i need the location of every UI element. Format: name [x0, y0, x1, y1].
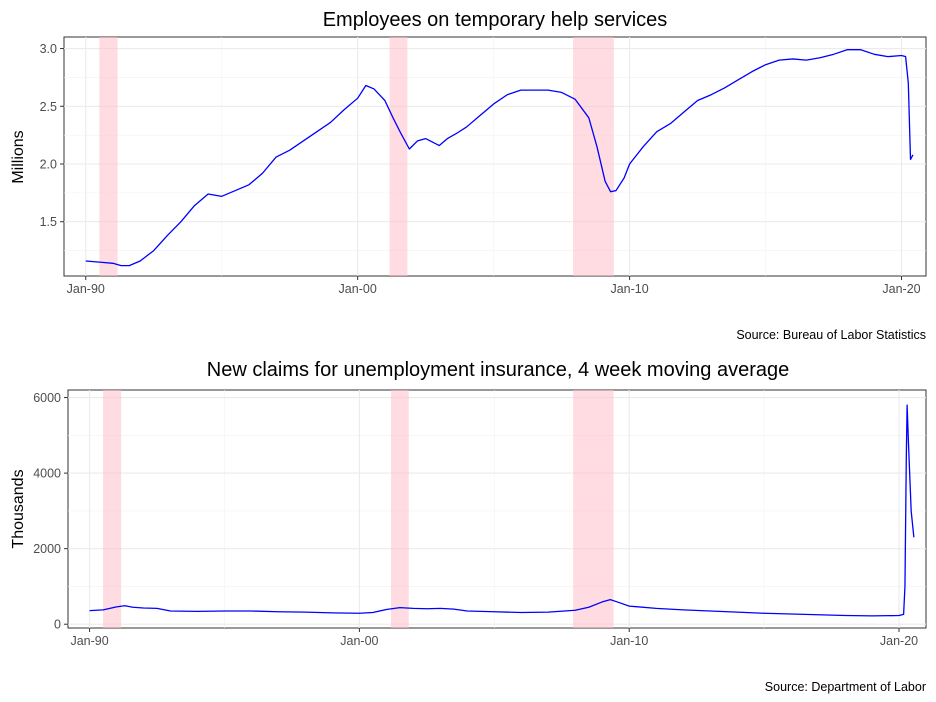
recession-band [390, 390, 409, 628]
y-tick-label: 0 [54, 618, 61, 632]
series-line [89, 404, 915, 617]
x-tick-label: Jan-90 [70, 634, 108, 648]
y-tick-label: 1.5 [40, 215, 57, 229]
recession-band [573, 390, 614, 628]
y-tick-label: 2.0 [40, 158, 57, 172]
claims-source: Source: Department of Labor [765, 680, 926, 694]
claims-title: New claims for unemployment insurance, 4… [207, 359, 790, 381]
x-tick-label: Jan-00 [339, 282, 377, 296]
claims-y-ticks: 0 2000 4000 6000 [33, 391, 68, 632]
x-tick-label: Jan-20 [882, 282, 920, 296]
claims-y-label: Thousands [10, 469, 27, 548]
recession-band [573, 37, 614, 276]
claims-grid [68, 390, 926, 628]
claims-panel [67, 389, 927, 629]
y-tick-label: 6000 [33, 391, 61, 405]
claims-chart: 0 2000 4000 6000 Jan-90 Jan-00 Jan-10 Jan-20 N… [10, 359, 927, 694]
claims-recessions [103, 390, 614, 628]
x-tick-label: Jan-10 [610, 282, 648, 296]
x-tick-label: Jan-90 [67, 282, 105, 296]
temp-help-title: Employees on temporary help services [323, 9, 668, 31]
y-tick-label: 2.5 [40, 100, 57, 114]
y-tick-label: 4000 [33, 467, 61, 481]
recession-band [389, 37, 408, 276]
temp-help-x-ticks: Jan-90 Jan-00 Jan-10 Jan-20 [67, 276, 921, 296]
x-tick-label: Jan-20 [880, 634, 918, 648]
x-tick-label: Jan-00 [340, 634, 378, 648]
temp-help-y-ticks: 1.5 2.0 2.5 3.0 [40, 42, 64, 229]
temp-help-series [85, 49, 914, 267]
claims-x-ticks: Jan-90 Jan-00 Jan-10 Jan-20 [70, 628, 918, 648]
temp-help-grid [64, 37, 926, 276]
series-line [85, 49, 914, 267]
claims-series [89, 404, 915, 617]
x-tick-label: Jan-10 [610, 634, 648, 648]
recession-band [103, 390, 122, 628]
recession-band [99, 37, 118, 276]
temp-help-source: Source: Bureau of Labor Statistics [736, 328, 926, 342]
temp-help-panel [63, 36, 927, 277]
y-tick-label: 2000 [33, 542, 61, 556]
temp-help-y-label: Millions [10, 130, 27, 183]
y-tick-label: 3.0 [40, 42, 57, 56]
temp-help-recessions [99, 37, 614, 276]
temp-help-chart: 1.5 2.0 2.5 3.0 Jan-90 Jan-00 Jan-10 Jan-20 Em… [10, 9, 927, 342]
